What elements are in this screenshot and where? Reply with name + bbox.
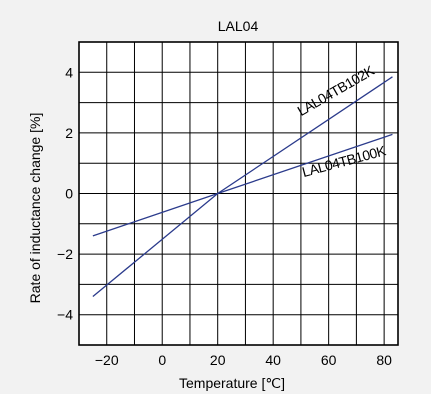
y-tick-label: 4 — [65, 64, 73, 80]
y-tick-label: 2 — [65, 125, 73, 141]
chart-title: LAL04 — [218, 18, 259, 34]
plot-frame — [78, 41, 399, 346]
y-tick-label: −4 — [57, 307, 73, 323]
x-axis-ticks: −20 0 20 40 60 80 — [95, 352, 392, 368]
y-tick-label: 0 — [65, 186, 73, 202]
grid — [79, 42, 398, 345]
y-tick-label: −2 — [57, 246, 73, 262]
x-tick-label: 20 — [210, 352, 226, 368]
series-lines — [92, 76, 393, 298]
y-axis-label: Rate of inductance change [%] — [27, 113, 43, 304]
x-tick-label: 60 — [321, 352, 337, 368]
y-axis-ticks: −4 −2 0 2 4 — [57, 64, 73, 322]
x-tick-label: 80 — [376, 352, 392, 368]
x-tick-label: −20 — [95, 352, 119, 368]
x-axis-label: Temperature [℃] — [179, 375, 285, 391]
x-tick-label: 0 — [158, 352, 166, 368]
series-line-lal04tb100k — [92, 133, 393, 237]
x-tick-label: 40 — [265, 352, 281, 368]
